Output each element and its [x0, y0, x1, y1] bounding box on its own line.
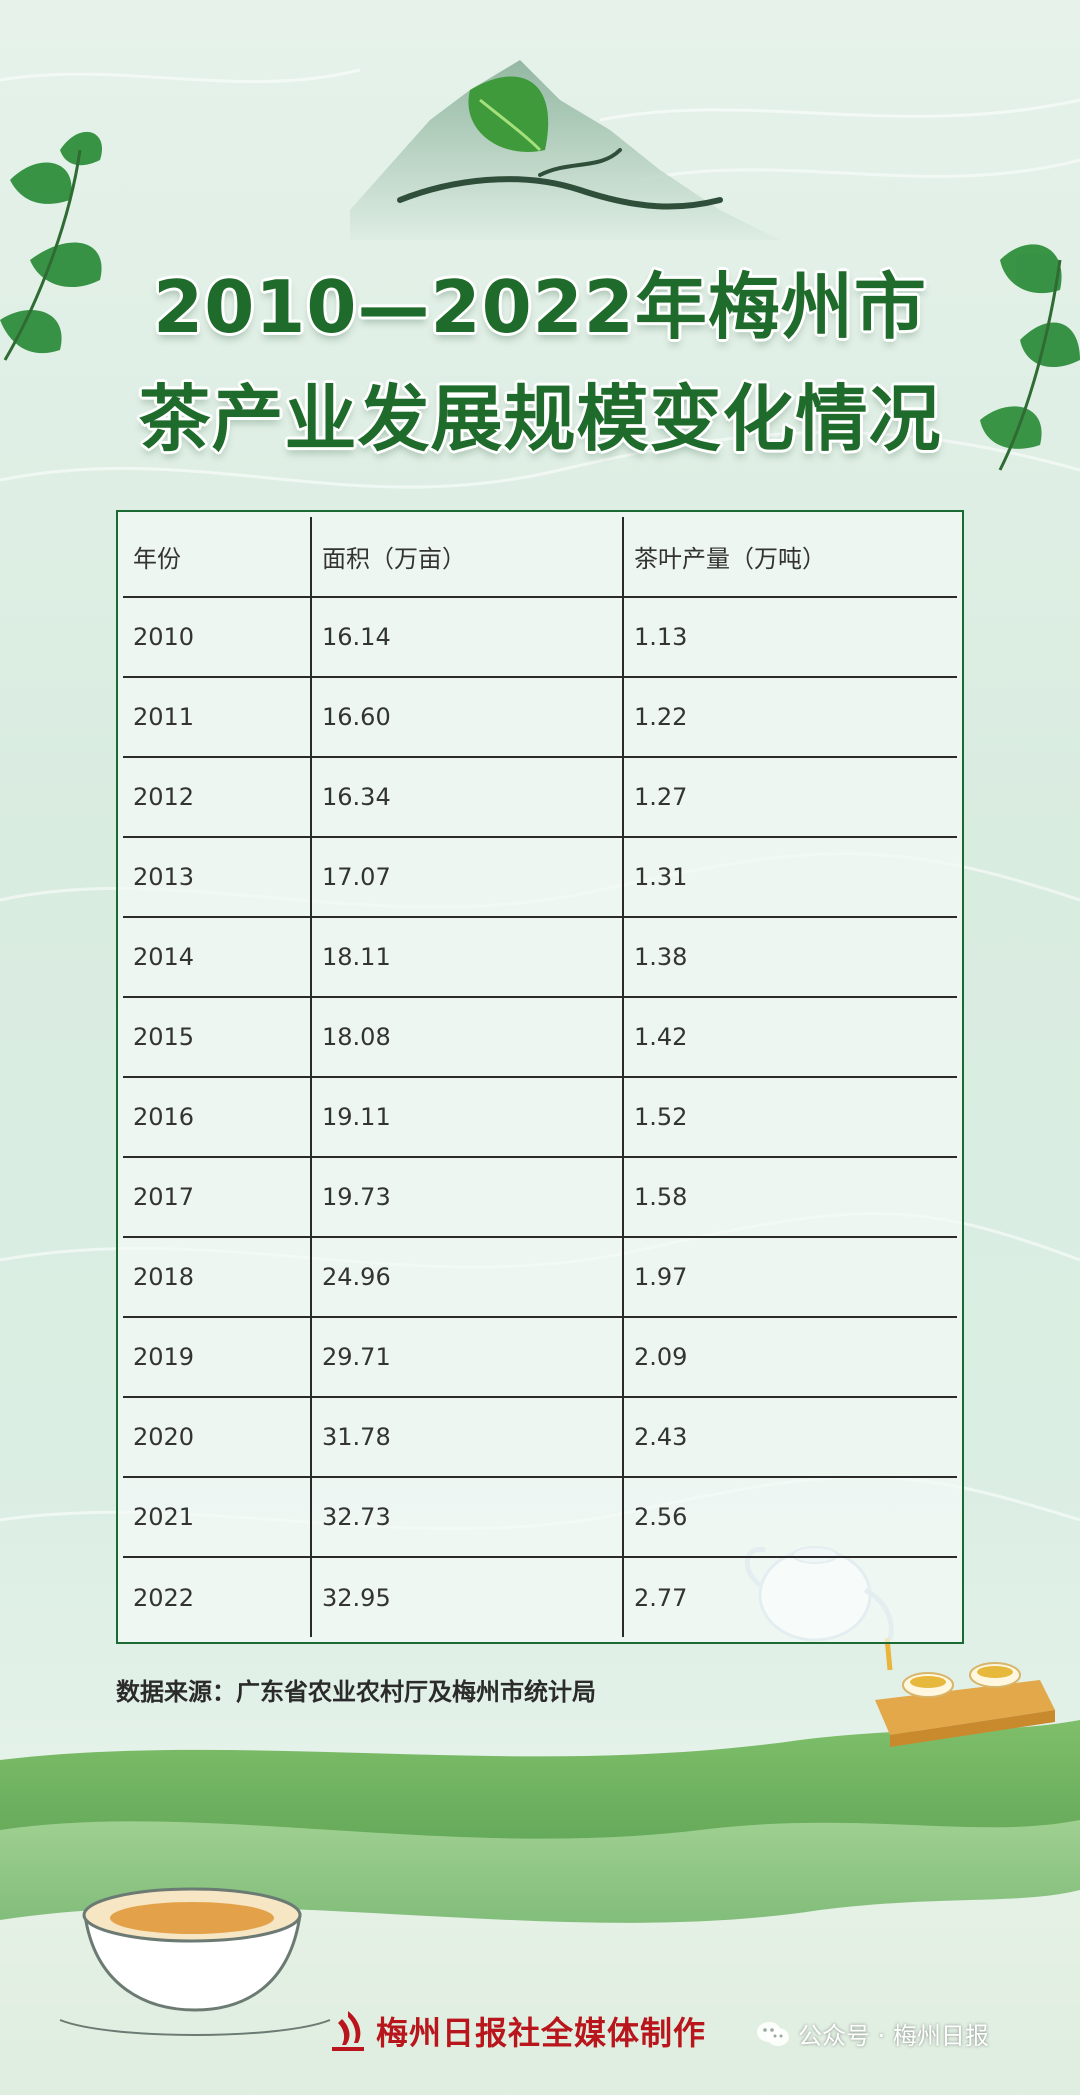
wechat-watermark: 公众号 · 梅州日报: [756, 2016, 989, 2051]
cell-output: 2.09: [623, 1317, 957, 1398]
table-row: 2016 19.11 1.52: [123, 1077, 957, 1158]
cell-area: 32.73: [311, 1477, 624, 1558]
cell-output: 1.97: [623, 1237, 957, 1318]
cell-year: 2016: [123, 1077, 312, 1158]
wechat-account-text: 公众号 · 梅州日报: [798, 2022, 989, 2050]
table-row: 2017 19.73 1.58: [123, 1157, 957, 1238]
mountain-illustration: [350, 60, 780, 240]
cell-year: 2014: [123, 917, 312, 998]
cell-year: 2017: [123, 1157, 312, 1238]
table-row: 2011 16.60 1.22: [123, 677, 957, 758]
cell-output: 1.58: [623, 1157, 957, 1238]
page-title-line-1: 2010—2022年梅州市: [152, 264, 927, 350]
cell-area: 29.71: [311, 1317, 624, 1398]
table-row: 2010 16.14 1.13: [123, 597, 957, 678]
cell-area: 31.78: [311, 1397, 624, 1478]
tea-leaf-icon: [468, 76, 549, 152]
cell-output: 2.56: [623, 1477, 957, 1558]
cell-area: 19.73: [311, 1157, 624, 1238]
cell-year: 2020: [123, 1397, 312, 1478]
footer-credit-text: 梅州日报社全媒体制作: [376, 2014, 707, 2052]
cell-area: 16.34: [311, 757, 624, 838]
cell-year: 2018: [123, 1237, 312, 1318]
table-row: 2015 18.08 1.42: [123, 997, 957, 1078]
column-header-year: 年份: [123, 517, 312, 598]
column-header-area: 面积（万亩）: [311, 517, 624, 598]
table-row: 2021 32.73 2.56: [123, 1477, 957, 1558]
table-row: 2019 29.71 2.09: [123, 1317, 957, 1398]
cell-year: 2010: [123, 597, 312, 678]
cell-output: 1.27: [623, 757, 957, 838]
cell-year: 2011: [123, 677, 312, 758]
column-header-output: 茶叶产量（万吨）: [623, 517, 957, 598]
page-title-line-2: 茶产业发展规模变化情况: [137, 376, 942, 462]
meizhou-daily-logo-icon: [332, 2011, 364, 2051]
cell-output: 2.43: [623, 1397, 957, 1478]
cell-area: 32.95: [311, 1557, 624, 1637]
data-table-container: 年份 面积（万亩） 茶叶产量（万吨） 2010 16.14 1.13 2011 …: [116, 510, 964, 1644]
cell-year: 2012: [123, 757, 312, 838]
footer-credit: 梅州日报社全媒体制作: [328, 2006, 706, 2056]
table-row: 2018 24.96 1.97: [123, 1237, 957, 1318]
cell-area: 17.07: [311, 837, 624, 918]
cell-area: 24.96: [311, 1237, 624, 1318]
cell-area: 18.08: [311, 997, 624, 1078]
cell-output: 2.77: [634, 1583, 688, 1612]
table-row: 2012 16.34 1.27: [123, 757, 957, 838]
cell-area: 19.11: [311, 1077, 624, 1158]
tea-cup-illustration: [875, 1662, 1055, 1747]
cell-area: 16.14: [311, 597, 624, 678]
cell-year: 2015: [123, 997, 312, 1078]
data-source-note: 数据来源：广东省农业农村厅及梅州市统计局: [116, 1678, 596, 1706]
cell-year: 2021: [123, 1477, 312, 1558]
data-table: 年份 面积（万亩） 茶叶产量（万吨） 2010 16.14 1.13 2011 …: [123, 517, 957, 1637]
cell-year: 2022: [123, 1557, 312, 1637]
cell-area: 18.11: [311, 917, 624, 998]
wechat-icon: [757, 2021, 789, 2046]
cell-area: 16.60: [311, 677, 624, 758]
table-row: 2020 31.78 2.43: [123, 1397, 957, 1478]
table-header-row: 年份 面积（万亩） 茶叶产量（万吨）: [123, 517, 957, 598]
table-row: 2022 32.95 2.77: [123, 1557, 957, 1637]
cell-output: 1.52: [623, 1077, 957, 1158]
cell-output: 1.22: [623, 677, 957, 758]
cell-year: 2019: [123, 1317, 312, 1398]
cell-output: 1.42: [623, 997, 957, 1078]
table-row: 2014 18.11 1.38: [123, 917, 957, 998]
cell-output: 1.38: [623, 917, 957, 998]
cell-output: 1.31: [623, 837, 957, 918]
table-row: 2013 17.07 1.31: [123, 837, 957, 918]
cell-year: 2013: [123, 837, 312, 918]
cell-output: 1.13: [623, 597, 957, 678]
